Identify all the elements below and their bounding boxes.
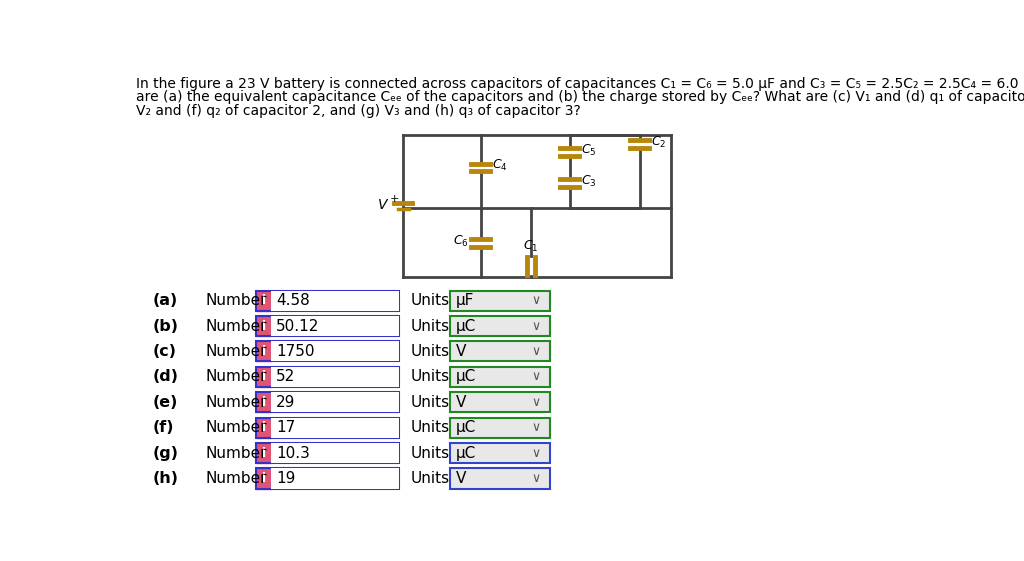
Text: ∨: ∨	[531, 345, 541, 358]
Text: 1750: 1750	[276, 344, 314, 359]
Text: Units: Units	[411, 471, 450, 486]
Text: ∨: ∨	[531, 320, 541, 333]
Text: (a): (a)	[153, 293, 178, 308]
Text: 50.12: 50.12	[276, 319, 319, 334]
Text: 10.3: 10.3	[276, 445, 310, 461]
FancyBboxPatch shape	[450, 418, 550, 438]
Text: ∨: ∨	[531, 396, 541, 409]
Text: μC: μC	[456, 319, 476, 334]
Text: μC: μC	[456, 369, 476, 384]
Text: are (a) the equivalent capacitance Cₑₑ of the capacitors and (b) the charge stor: are (a) the equivalent capacitance Cₑₑ o…	[136, 90, 1024, 104]
Text: 29: 29	[276, 395, 295, 410]
Text: i: i	[261, 472, 265, 485]
Text: i: i	[261, 320, 265, 333]
Text: (d): (d)	[153, 369, 179, 384]
Text: $C_4$: $C_4$	[493, 158, 508, 173]
Text: Units: Units	[411, 420, 450, 435]
Text: (f): (f)	[153, 420, 174, 435]
Text: ∨: ∨	[531, 472, 541, 485]
Text: Units: Units	[411, 344, 450, 359]
FancyBboxPatch shape	[256, 468, 271, 489]
Text: (g): (g)	[153, 445, 179, 461]
FancyBboxPatch shape	[271, 468, 399, 489]
FancyBboxPatch shape	[256, 443, 271, 463]
Text: i: i	[261, 421, 265, 434]
Text: ∨: ∨	[531, 447, 541, 459]
Text: Number: Number	[206, 471, 267, 486]
Text: Number: Number	[206, 445, 267, 461]
Text: μC: μC	[456, 445, 476, 461]
Text: ∨: ∨	[531, 294, 541, 307]
Text: Number: Number	[206, 369, 267, 384]
Text: i: i	[261, 396, 265, 409]
FancyBboxPatch shape	[271, 342, 399, 361]
Text: (e): (e)	[153, 395, 178, 410]
Text: 4.58: 4.58	[276, 293, 310, 308]
Text: $C_3$: $C_3$	[582, 174, 597, 189]
Text: $C_2$: $C_2$	[651, 135, 667, 150]
Text: μC: μC	[456, 420, 476, 435]
Text: $C_1$: $C_1$	[523, 240, 539, 255]
Text: μF: μF	[456, 293, 474, 308]
Text: i: i	[261, 294, 265, 307]
Text: Units: Units	[411, 319, 450, 334]
Text: V: V	[378, 198, 388, 212]
Text: V: V	[456, 395, 466, 410]
Text: 19: 19	[276, 471, 295, 486]
Text: i: i	[261, 447, 265, 459]
Text: Units: Units	[411, 395, 450, 410]
FancyBboxPatch shape	[256, 418, 271, 438]
Text: (c): (c)	[153, 344, 177, 359]
FancyBboxPatch shape	[256, 291, 271, 311]
FancyBboxPatch shape	[271, 291, 399, 311]
FancyBboxPatch shape	[256, 342, 271, 361]
FancyBboxPatch shape	[256, 392, 271, 412]
Text: Number: Number	[206, 420, 267, 435]
FancyBboxPatch shape	[450, 468, 550, 489]
Text: Number: Number	[206, 395, 267, 410]
FancyBboxPatch shape	[256, 316, 271, 336]
FancyBboxPatch shape	[450, 392, 550, 412]
Text: (b): (b)	[153, 319, 179, 334]
Text: $C_5$: $C_5$	[582, 143, 597, 158]
Text: Number: Number	[206, 319, 267, 334]
Text: V: V	[456, 471, 466, 486]
Text: In the figure a 23 V battery is connected across capacitors of capacitances C₁ =: In the figure a 23 V battery is connecte…	[136, 77, 1024, 91]
Text: Number: Number	[206, 293, 267, 308]
FancyBboxPatch shape	[271, 367, 399, 387]
FancyBboxPatch shape	[256, 367, 271, 387]
Text: 17: 17	[276, 420, 295, 435]
FancyBboxPatch shape	[271, 418, 399, 438]
Text: i: i	[261, 345, 265, 358]
FancyBboxPatch shape	[450, 367, 550, 387]
Text: Units: Units	[411, 293, 450, 308]
Text: Units: Units	[411, 445, 450, 461]
Text: (h): (h)	[153, 471, 179, 486]
Text: Number: Number	[206, 344, 267, 359]
FancyBboxPatch shape	[271, 443, 399, 463]
Text: Units: Units	[411, 369, 450, 384]
Text: i: i	[261, 370, 265, 383]
FancyBboxPatch shape	[450, 443, 550, 463]
Text: V₂ and (f) q₂ of capacitor 2, and (g) V₃ and (h) q₃ of capacitor 3?: V₂ and (f) q₂ of capacitor 2, and (g) V₃…	[136, 104, 581, 117]
FancyBboxPatch shape	[271, 316, 399, 336]
FancyBboxPatch shape	[450, 342, 550, 361]
Text: $C_6$: $C_6$	[454, 234, 469, 249]
FancyBboxPatch shape	[450, 291, 550, 311]
Text: V: V	[456, 344, 466, 359]
FancyBboxPatch shape	[450, 316, 550, 336]
FancyBboxPatch shape	[271, 392, 399, 412]
Text: 52: 52	[276, 369, 295, 384]
Text: +: +	[390, 194, 399, 204]
Text: ∨: ∨	[531, 370, 541, 383]
Text: ∨: ∨	[531, 421, 541, 434]
